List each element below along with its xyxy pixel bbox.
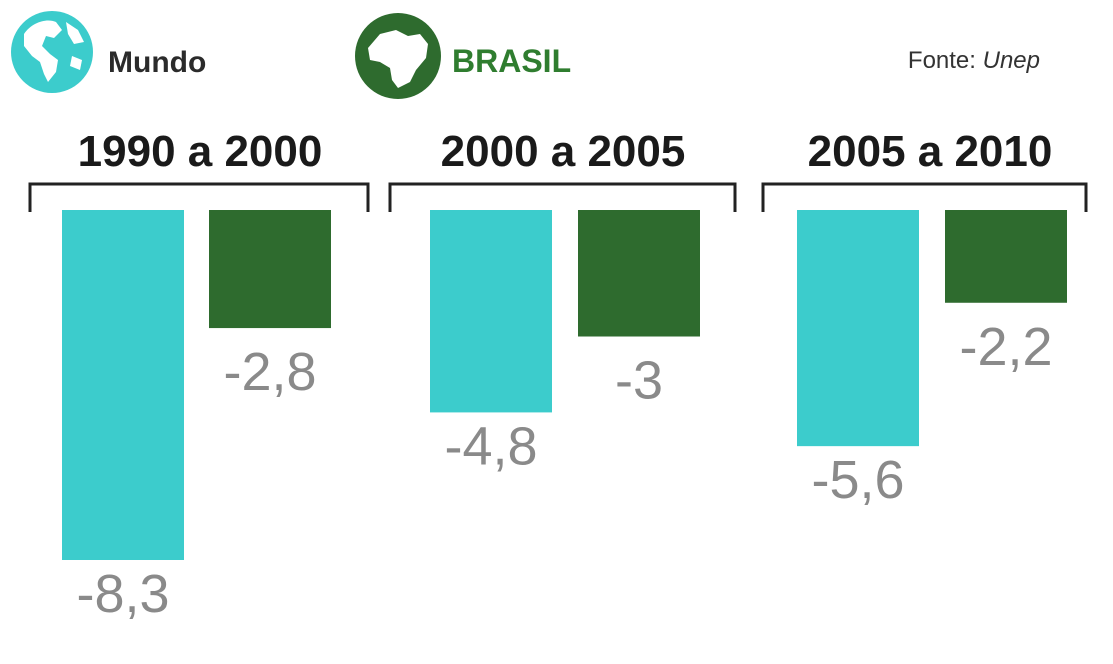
source-prefix: Fonte: <box>908 47 983 74</box>
value-labels-layer: -8,3 -2,8 -4,8 -3 -5,6 -2,2 <box>76 317 1052 624</box>
bar-world-2 <box>430 210 552 413</box>
legend-label-world: Mundo <box>108 46 206 79</box>
value-label-brazil-1: -2,8 <box>223 342 316 402</box>
bars-layer <box>62 210 1067 560</box>
period-title-3: 2005 a 2010 <box>808 127 1053 176</box>
brazil-map-icon <box>355 13 441 99</box>
period-bracket-3 <box>761 182 1088 212</box>
value-label-world-2: -4,8 <box>444 416 537 476</box>
globe-americas-icon <box>11 11 93 93</box>
bar-world-3 <box>797 210 919 447</box>
source-note: Fonte: Unep <box>908 47 1040 74</box>
value-label-world-3: -5,6 <box>811 450 904 510</box>
period-bracket-1 <box>28 182 370 212</box>
period-title-1: 1990 a 2000 <box>78 127 323 176</box>
bar-brazil-1 <box>209 210 331 329</box>
bar-brazil-2 <box>578 210 700 337</box>
source-name: Unep <box>983 47 1040 74</box>
period-bracket-2 <box>388 182 737 212</box>
value-label-brazil-2: -3 <box>615 351 663 411</box>
value-label-world-1: -8,3 <box>76 564 169 624</box>
period-title-2: 2000 a 2005 <box>441 127 686 176</box>
legend-label-brazil: BRASIL <box>452 43 571 79</box>
value-label-brazil-3: -2,2 <box>959 317 1052 377</box>
bar-brazil-3 <box>945 210 1067 303</box>
bar-world-1 <box>62 210 184 560</box>
